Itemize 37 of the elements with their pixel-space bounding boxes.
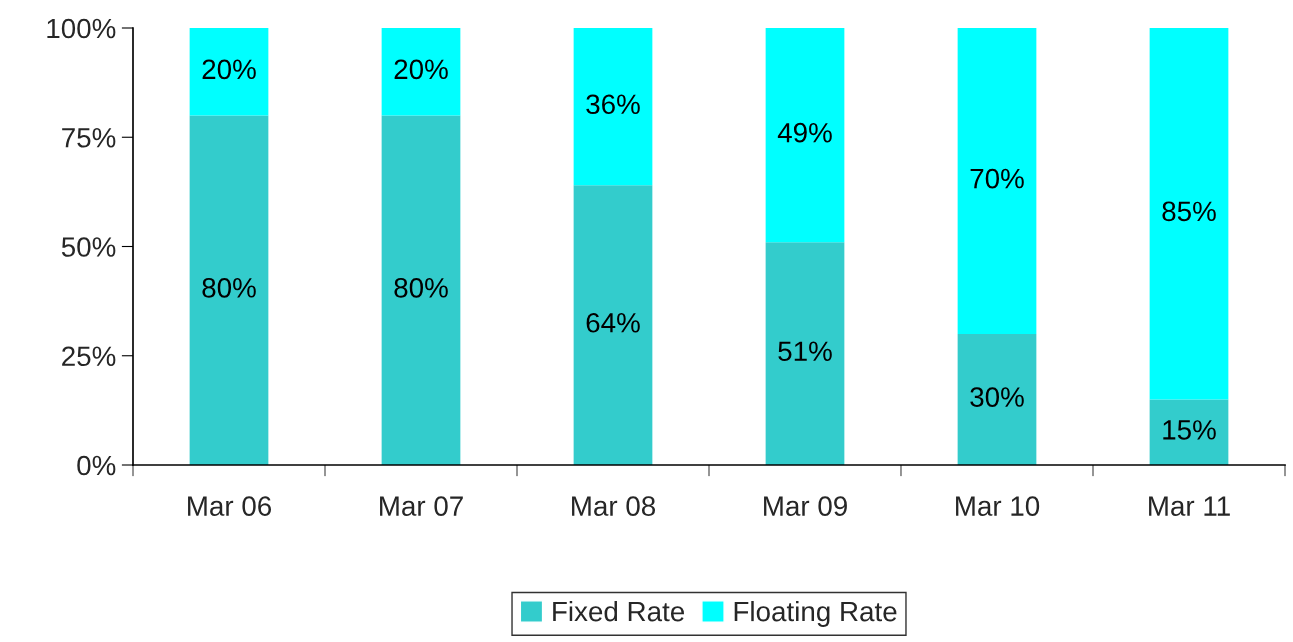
data-label: 15%	[1163, 420, 1216, 440]
legend-label: Floating Rate	[734, 600, 897, 627]
data-label: 30%	[970, 387, 1024, 407]
data-label: 20%	[202, 59, 256, 80]
y-tick-label: 75%	[62, 128, 116, 148]
legend-label: Fixed Rate	[553, 600, 684, 622]
x-tick-label: Mar 06	[188, 496, 272, 516]
data-label: 51%	[778, 341, 832, 362]
x-tick-label: Mar 09	[764, 496, 847, 516]
x-tick-label: Mar 11	[1149, 496, 1230, 516]
x-tick-label: Mar 07	[380, 496, 463, 516]
bar	[1149, 399, 1229, 465]
y-tick-label: 25%	[62, 346, 116, 367]
data-label: 80%	[202, 277, 256, 298]
data-label: 64%	[586, 312, 640, 333]
bar	[957, 333, 1037, 465]
x-tick-label: Mar 10	[956, 496, 1040, 516]
y-tick-label: 0%	[77, 455, 116, 476]
bar	[189, 28, 269, 116]
data-label: 80%	[394, 277, 448, 298]
bar	[1149, 28, 1229, 400]
bar	[765, 28, 845, 243]
data-label: 49%	[777, 122, 832, 143]
bar	[573, 28, 653, 186]
bar	[957, 28, 1037, 334]
data-label: 36%	[586, 94, 640, 115]
data-label: 85%	[1162, 201, 1216, 222]
bar	[573, 185, 653, 465]
y-tick-label: 50%	[61, 237, 116, 257]
bar	[189, 115, 269, 465]
bar	[765, 242, 845, 465]
y-tick-label: 100%	[47, 18, 116, 39]
bar	[381, 115, 461, 465]
data-label: 20%	[394, 59, 448, 80]
x-tick-label: Mar 08	[572, 496, 656, 516]
data-label: 70%	[970, 168, 1024, 189]
bar	[381, 28, 461, 116]
